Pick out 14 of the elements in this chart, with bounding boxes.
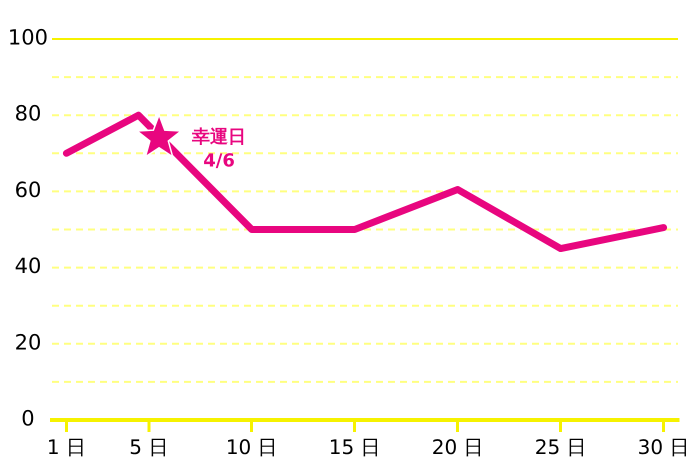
x-tick-label: 25 日 (534, 435, 587, 460)
y-tick-label: 80 (14, 102, 42, 126)
x-tick-label: 15 日 (328, 435, 381, 460)
x-tick-label: 30 日 (638, 435, 690, 460)
x-tick-label: 20 日 (432, 435, 484, 460)
y-tick-label: 100 (8, 25, 48, 50)
y-tick-label: 40 (14, 254, 42, 278)
x-tick-label: 5 日 (129, 435, 168, 460)
y-tick-label: 20 (14, 330, 42, 354)
y-tick-label: 60 (14, 178, 42, 202)
annotation: 幸運日 4/6 (191, 126, 246, 172)
x-tick-label: 1 日 (46, 435, 86, 460)
x-tick-label: 10 日 (226, 435, 278, 460)
y-tick-label: 0 (21, 406, 35, 430)
